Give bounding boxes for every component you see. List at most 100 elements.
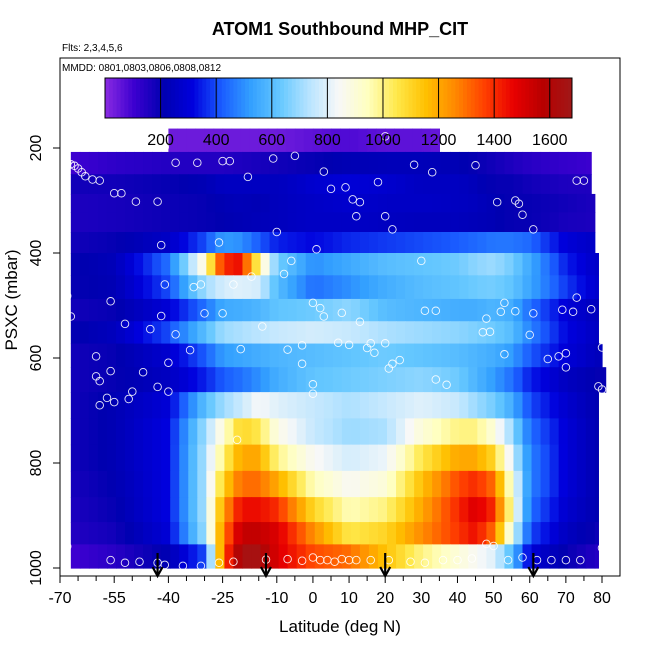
- sample-point: [500, 298, 509, 308]
- heatmap-cell: [540, 444, 551, 472]
- sample-point: [471, 161, 480, 170]
- heatmap-cell: [567, 418, 578, 446]
- heatmap-cell: [204, 128, 215, 153]
- heatmap-cell: [332, 418, 343, 446]
- heatmap-cell: [405, 497, 415, 523]
- heatmap-cell: [70, 544, 81, 569]
- sample-point: [131, 197, 141, 206]
- heatmap-cell: [188, 418, 198, 446]
- heatmap-cell: [70, 392, 81, 419]
- heatmap-cell: [305, 343, 316, 368]
- heatmap-cell: [558, 444, 569, 472]
- heatmap-cell: [441, 444, 451, 472]
- heatmap-cell: [179, 470, 189, 498]
- sample-point: [272, 227, 282, 237]
- heatmap-cell: [423, 497, 433, 523]
- heatmap-cell: [278, 151, 289, 175]
- heatmap-cell: [423, 343, 433, 368]
- heatmap-cell: [296, 418, 307, 446]
- heatmap-cell: [233, 444, 244, 472]
- y-tick-label: 200: [28, 135, 45, 162]
- heatmap-cell: [477, 275, 487, 300]
- heatmap-cell: [242, 174, 253, 195]
- sample-point: [164, 387, 173, 396]
- heatmap-cell: [332, 522, 343, 545]
- colorbar-tick-label: 1000: [365, 132, 401, 149]
- heatmap-cell: [134, 544, 144, 569]
- colorbar-swatch: [159, 78, 164, 118]
- heatmap-cell: [522, 151, 533, 175]
- heatmap-cell: [79, 275, 90, 300]
- colorbar-tick-label: 600: [258, 132, 285, 149]
- heatmap-cell: [258, 128, 269, 153]
- heatmap-cell: [459, 497, 469, 523]
- heatmap-cell: [350, 522, 361, 545]
- heatmap-cell: [387, 174, 397, 195]
- heatmap-cell: [332, 470, 343, 498]
- heatmap-cell: [540, 193, 551, 213]
- heatmap-cell: [576, 151, 587, 175]
- heatmap-cell: [269, 253, 280, 276]
- x-tick-label: 50: [485, 590, 503, 607]
- heatmap-cell: [161, 497, 171, 523]
- sample-point: [406, 557, 415, 566]
- heatmap-cell: [368, 321, 379, 345]
- heatmap-cell: [296, 193, 307, 213]
- heatmap-cell: [251, 298, 262, 322]
- heatmap-cell: [585, 253, 596, 276]
- heatmap-cell: [206, 321, 216, 345]
- heatmap-cell: [260, 321, 271, 345]
- heatmap-cell: [134, 298, 144, 322]
- sample-point: [178, 561, 188, 571]
- heatmap-cell: [594, 275, 599, 300]
- heatmap-cell: [249, 128, 260, 153]
- heatmap-cell: [134, 212, 144, 233]
- heatmap-cell: [459, 275, 469, 300]
- heatmap-cell: [441, 212, 451, 233]
- heatmap-cell: [161, 321, 171, 345]
- heatmap-cell: [477, 497, 487, 523]
- heatmap-cell: [116, 392, 126, 419]
- heatmap-cell: [341, 174, 352, 195]
- heatmap-cell: [368, 418, 379, 446]
- heatmap-cell: [558, 212, 569, 233]
- sample-point: [388, 359, 397, 369]
- heatmap-cell: [486, 321, 496, 345]
- sample-point: [297, 556, 307, 565]
- heatmap-cell: [394, 128, 404, 153]
- colorbar-swatch: [307, 78, 312, 118]
- heatmap-cell: [522, 522, 533, 545]
- heatmap-cell: [215, 470, 225, 498]
- x-tick-label: 40: [449, 590, 467, 607]
- sample-point: [380, 212, 390, 221]
- sample-point: [62, 291, 72, 301]
- heatmap-cell: [152, 522, 162, 545]
- colorbar-swatch: [392, 78, 398, 118]
- heatmap-cell: [414, 544, 424, 569]
- heatmap-cell: [287, 522, 298, 545]
- heatmap-cell: [170, 343, 180, 368]
- heatmap-cell: [341, 522, 352, 545]
- heatmap-cell: [305, 174, 316, 195]
- heatmap-cell: [125, 232, 135, 254]
- heatmap-cell: [540, 232, 551, 254]
- heatmap-cell: [396, 321, 406, 345]
- heatmap-cell: [359, 193, 370, 213]
- heatmap-cell: [504, 321, 515, 345]
- heatmap-cell: [459, 212, 469, 233]
- sample-point: [102, 393, 112, 403]
- heatmap-cell: [432, 444, 442, 472]
- heatmap-cell: [468, 470, 478, 498]
- heatmap-cell: [296, 343, 307, 368]
- heatmap-cell: [152, 343, 162, 368]
- heatmap-cell: [540, 151, 551, 175]
- heatmap-cell: [350, 418, 361, 446]
- heatmap-cell: [495, 444, 506, 472]
- heatmap-cell: [224, 253, 235, 276]
- heatmap-cell: [432, 497, 442, 523]
- heatmap-cell: [233, 232, 244, 254]
- sample-point: [287, 256, 296, 266]
- heatmap-cell: [179, 232, 189, 254]
- heatmap-cell: [495, 275, 506, 300]
- heatmap-cell: [143, 418, 153, 446]
